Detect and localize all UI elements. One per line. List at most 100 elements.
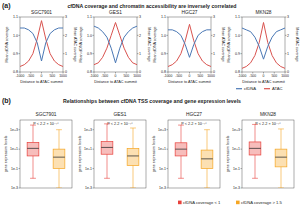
whisker-high xyxy=(33,125,34,142)
plot-frame xyxy=(242,17,285,72)
median xyxy=(101,147,113,148)
section-title: Relationships between cfDNA TSS coverage… xyxy=(63,98,241,104)
box xyxy=(175,143,187,156)
y-tick xyxy=(93,53,95,54)
y-tick-label: 0.8 xyxy=(235,70,240,74)
y-tick-label: 1e+3 xyxy=(10,128,18,132)
series-line xyxy=(94,26,137,63)
y-tick-label: 1e-3 xyxy=(159,186,166,190)
x-tick-label: 0 xyxy=(115,74,117,78)
whisker-low xyxy=(133,166,134,188)
y-tick xyxy=(19,188,21,189)
whisker-low xyxy=(207,169,208,188)
whisker-cap xyxy=(204,188,210,189)
whisker-cap xyxy=(56,129,62,130)
x-tick-label: 1000 xyxy=(281,74,289,78)
whisker-cap xyxy=(178,125,184,126)
panel-label: (a) xyxy=(2,2,11,10)
plot-frame xyxy=(168,120,220,188)
y-tick xyxy=(93,149,95,150)
y-tick-label: 0.9 xyxy=(235,52,240,56)
y-tick xyxy=(19,72,21,73)
whisker-cap xyxy=(56,188,62,189)
y2-axis-label: Mean ATAC coverage xyxy=(221,27,225,62)
figure: (a) cfDNA coverage and chromatin accessib… xyxy=(0,0,300,212)
median xyxy=(27,148,39,149)
x-tick-label: 1000 xyxy=(207,74,215,78)
whisker-cap xyxy=(130,188,136,189)
y2-axis-label: Mean ATAC coverage xyxy=(73,27,77,62)
legend-label: cfDNA coverage > 1.5 xyxy=(241,200,283,205)
y-tick xyxy=(167,35,169,36)
series-group xyxy=(20,21,63,67)
whisker-cap xyxy=(104,123,110,124)
x-tick-label: -500 xyxy=(27,74,34,78)
whisker-low xyxy=(59,169,60,188)
y-tick xyxy=(241,35,243,36)
y2-tick-label: 1 xyxy=(287,52,289,56)
box xyxy=(53,149,65,168)
legend-label: cfDNA xyxy=(244,86,256,91)
y-tick-label: 1e-3 xyxy=(233,186,240,190)
series-group xyxy=(249,124,287,188)
y-tick xyxy=(93,35,95,36)
chart-title: SGC7901 xyxy=(31,10,52,15)
y-tick xyxy=(167,129,169,130)
y-tick xyxy=(167,149,169,150)
y2-tick-label: 1 xyxy=(139,52,141,56)
chart-line: HGC27-1000-500050010000.80.91.01.10123Di… xyxy=(153,10,225,84)
x-axis-label: Distance to ATAC summit xyxy=(94,80,138,84)
box xyxy=(27,142,39,156)
y-tick-label: 1e-1 xyxy=(233,167,240,171)
y-tick xyxy=(241,188,243,189)
y2-tick-label: 3 xyxy=(65,15,67,19)
y2-tick-label: 3 xyxy=(287,15,289,19)
y-tick xyxy=(19,53,21,54)
whisker-cap xyxy=(204,129,210,130)
whisker-cap xyxy=(252,124,258,125)
y-tick xyxy=(241,72,243,73)
x-tick-label: -1000 xyxy=(164,74,173,78)
median xyxy=(275,157,287,158)
chart-box: GES11e-31e-11e+11e+3gene expression leve… xyxy=(78,112,146,190)
whisker-cap xyxy=(178,178,184,179)
series-group xyxy=(101,124,139,188)
y-tick xyxy=(93,129,95,130)
series-line xyxy=(242,23,285,69)
plot-frame xyxy=(20,120,72,188)
y-tick-label: 1.1 xyxy=(13,15,18,19)
y2-tick-label: 2 xyxy=(65,34,67,38)
y-tick-label: 1e-3 xyxy=(85,186,92,190)
whisker-low xyxy=(181,156,182,178)
y-axis-label: Mean cfDNA coverage xyxy=(227,27,231,63)
y-tick xyxy=(241,168,243,169)
y2-tick-label: 0 xyxy=(287,70,289,74)
whisker-high xyxy=(59,130,60,149)
median xyxy=(249,148,261,149)
series-group xyxy=(242,23,285,69)
chart-line: GES1-1000-500050010000.80.91.01.10123Dis… xyxy=(79,10,151,84)
x-tick-label: 500 xyxy=(49,74,55,78)
y2-tick-label: 0 xyxy=(65,70,67,74)
section-title: cfDNA coverage and chromatin accessibili… xyxy=(67,3,236,9)
y-tick-label: 1e+1 xyxy=(158,147,166,151)
x-tick-label: 500 xyxy=(123,74,129,78)
y-tick-label: 1e+1 xyxy=(10,147,18,151)
whisker-low xyxy=(107,154,108,178)
y-tick-label: 0.9 xyxy=(87,52,92,56)
y-tick-label: 1.1 xyxy=(87,15,92,19)
y2-tick-label: 1 xyxy=(213,52,215,56)
plot-frame xyxy=(94,17,137,72)
y-tick xyxy=(19,129,21,130)
chart-title: HGC27 xyxy=(182,10,198,15)
y-tick xyxy=(93,168,95,169)
y-tick xyxy=(93,188,95,189)
y-tick-label: 1e+1 xyxy=(232,147,240,151)
series-line xyxy=(168,30,211,58)
legend-swatch xyxy=(236,201,240,205)
x-axis-label: Distance to ATAC summit xyxy=(20,80,64,84)
y-tick-label: 1.1 xyxy=(161,15,166,19)
series-line xyxy=(242,28,285,59)
chart-title: GES1 xyxy=(114,112,127,117)
plot-frame xyxy=(20,17,63,72)
